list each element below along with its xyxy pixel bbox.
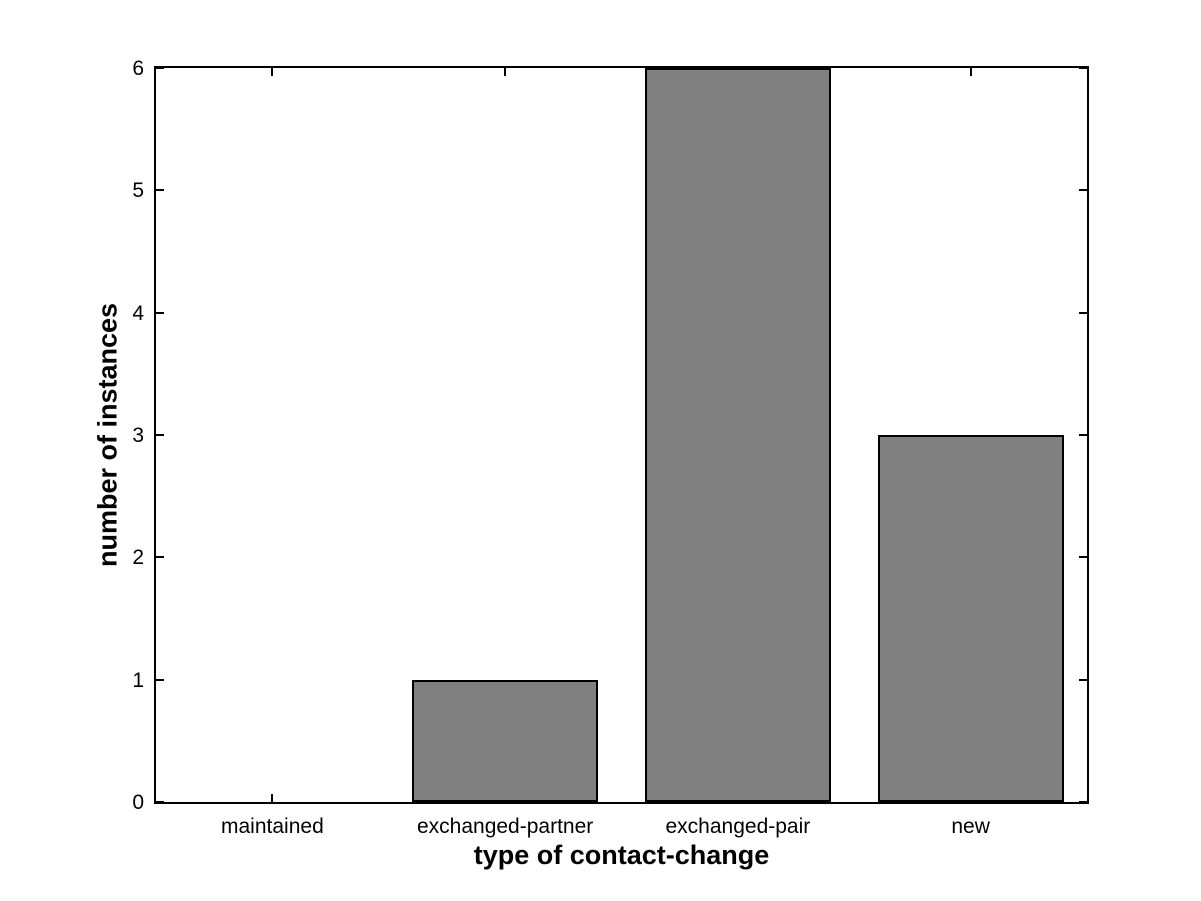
y-tick-mark [156, 678, 164, 681]
y-tick-mark [1079, 678, 1087, 681]
bar-new [877, 435, 1064, 802]
y-tick-label: 5 [132, 179, 144, 203]
x-tick-mark [271, 68, 274, 76]
y-tick-label: 4 [132, 301, 144, 325]
y-tick-label: 0 [132, 791, 144, 814]
y-tick-mark [1079, 311, 1087, 314]
y-tick-mark [156, 556, 164, 559]
x-tick-mark [969, 68, 972, 76]
bar-exchanged-partner [412, 679, 599, 802]
x-tick-mark [504, 68, 507, 76]
y-tick-label: 2 [132, 546, 144, 570]
y-tick-mark [1079, 67, 1087, 69]
y-tick-mark [1079, 189, 1087, 192]
plot-area [154, 66, 1089, 804]
y-tick-mark [1079, 434, 1087, 436]
y-tick-label: 6 [132, 57, 144, 80]
y-tick-mark [156, 189, 164, 192]
x-axis-label: type of contact-change [473, 840, 770, 870]
x-tick-label: new [951, 815, 990, 838]
x-tick-mark [271, 794, 274, 802]
bar-exchanged-pair [644, 68, 831, 802]
y-tick-label: 1 [132, 668, 144, 692]
y-tick-mark [1079, 801, 1087, 803]
x-tick-label: exchanged-pair [665, 815, 811, 838]
y-tick-mark [156, 434, 164, 436]
y-tick-label: 3 [132, 424, 144, 447]
y-tick-mark [156, 67, 164, 69]
x-tick-label: exchanged-partner [416, 815, 594, 838]
y-tick-mark [1079, 556, 1087, 559]
x-tick-label: maintained [221, 815, 324, 838]
y-tick-mark [156, 311, 164, 314]
y-tick-mark [156, 801, 164, 803]
